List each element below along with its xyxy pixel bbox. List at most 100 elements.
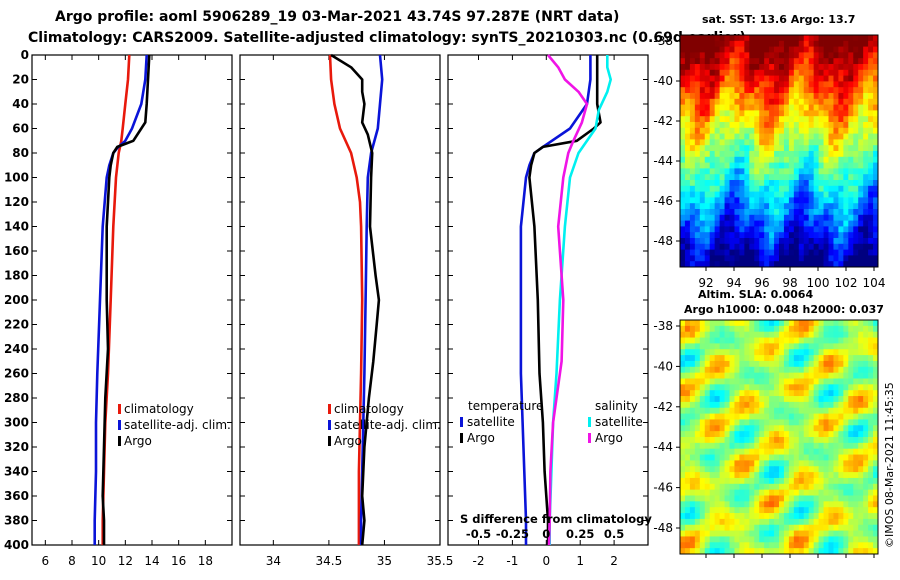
map-cell: [783, 349, 790, 356]
map-cell: [788, 168, 795, 175]
map-cell: [774, 75, 780, 82]
map-cell: [754, 530, 760, 537]
map-cell: [769, 507, 775, 514]
map-cell: [719, 483, 725, 491]
map-cell: [868, 52, 874, 59]
map-cell: [813, 214, 819, 221]
map-cell: [764, 413, 770, 420]
map-cell: [699, 220, 706, 227]
map-cell: [863, 401, 869, 409]
map-cell: [858, 203, 864, 210]
map-cell: [833, 530, 839, 537]
map-cell: [749, 331, 755, 338]
map-cell: [818, 466, 824, 473]
map-cell: [783, 52, 790, 59]
map-cell: [803, 507, 810, 514]
map-cell: [793, 87, 800, 94]
map-cell: [774, 104, 780, 111]
map-cell: [783, 320, 790, 327]
map-cell: [848, 203, 854, 210]
map-cell: [783, 477, 790, 485]
map-cell: [729, 87, 735, 94]
map-cell: [798, 396, 805, 403]
map-cell: [749, 46, 755, 53]
map-cell: [858, 243, 864, 250]
map-cell: [779, 40, 785, 47]
map-cell: [699, 425, 706, 432]
map-cell: [828, 360, 834, 368]
map-cell: [873, 466, 879, 473]
map-cell: [793, 151, 800, 158]
map-cell: [783, 156, 790, 163]
map-cell: [818, 75, 824, 82]
map-cell: [863, 185, 869, 192]
map-cell: [838, 168, 844, 175]
map-cell: [808, 477, 815, 485]
map-cell: [843, 390, 849, 397]
map-cell: [774, 366, 780, 374]
map-cell: [744, 116, 750, 123]
map-cell: [680, 489, 686, 496]
map-cell: [704, 243, 711, 250]
map-cell: [694, 64, 701, 71]
map-cell: [680, 331, 686, 338]
map-cell: [694, 191, 701, 198]
map-cell: [704, 226, 711, 233]
map-cell: [798, 425, 805, 432]
map-cell: [769, 366, 775, 374]
map-cell: [774, 349, 780, 356]
map-cell: [853, 437, 859, 444]
map-cell: [848, 191, 854, 198]
map-cell: [838, 419, 844, 426]
map-cell: [873, 542, 879, 549]
map-cell: [749, 58, 755, 65]
map-cell: [843, 93, 849, 100]
map-cell: [838, 197, 844, 204]
map-cell: [779, 413, 785, 420]
map-cell: [739, 477, 745, 485]
map-cell: [838, 40, 844, 47]
map-cell: [749, 203, 755, 210]
map-cell: [729, 360, 735, 368]
map-cell: [744, 401, 750, 409]
map-cell: [754, 442, 760, 450]
map-cell: [769, 69, 775, 76]
map-cell: [709, 337, 716, 344]
map-cell: [744, 454, 750, 461]
map-cell: [858, 185, 864, 192]
map-cell: [734, 35, 740, 42]
map-cell: [828, 366, 834, 374]
map-cell: [719, 425, 725, 432]
map-cell: [788, 425, 795, 432]
map-cell: [858, 384, 864, 391]
map-cell: [788, 133, 795, 140]
map-cell: [764, 518, 770, 526]
map-cell: [823, 220, 829, 227]
map-cell: [764, 437, 770, 444]
map-cell: [818, 255, 824, 262]
map-cell: [853, 162, 859, 169]
map-cell: [828, 69, 834, 76]
map-cell: [734, 191, 740, 198]
map-cell: [848, 122, 854, 129]
map-cell: [694, 460, 701, 467]
map-cell: [873, 243, 879, 250]
map-cell: [788, 401, 795, 409]
map-cell: [833, 81, 839, 88]
map-cell: [724, 337, 730, 344]
map-cell: [709, 454, 716, 461]
map-cell: [863, 524, 869, 531]
map-cell: [739, 243, 745, 250]
map-cell: [818, 401, 824, 409]
map-cell: [793, 524, 800, 531]
map-cell: [699, 110, 706, 117]
map-cell: [813, 98, 819, 105]
map-cell: [749, 127, 755, 134]
map-cell: [858, 249, 864, 256]
map-cell: [769, 81, 775, 88]
map-cell: [803, 442, 810, 450]
map-cell: [873, 390, 879, 397]
map-cell: [724, 489, 730, 496]
map-cell: [779, 87, 785, 94]
map-cell: [868, 127, 874, 134]
